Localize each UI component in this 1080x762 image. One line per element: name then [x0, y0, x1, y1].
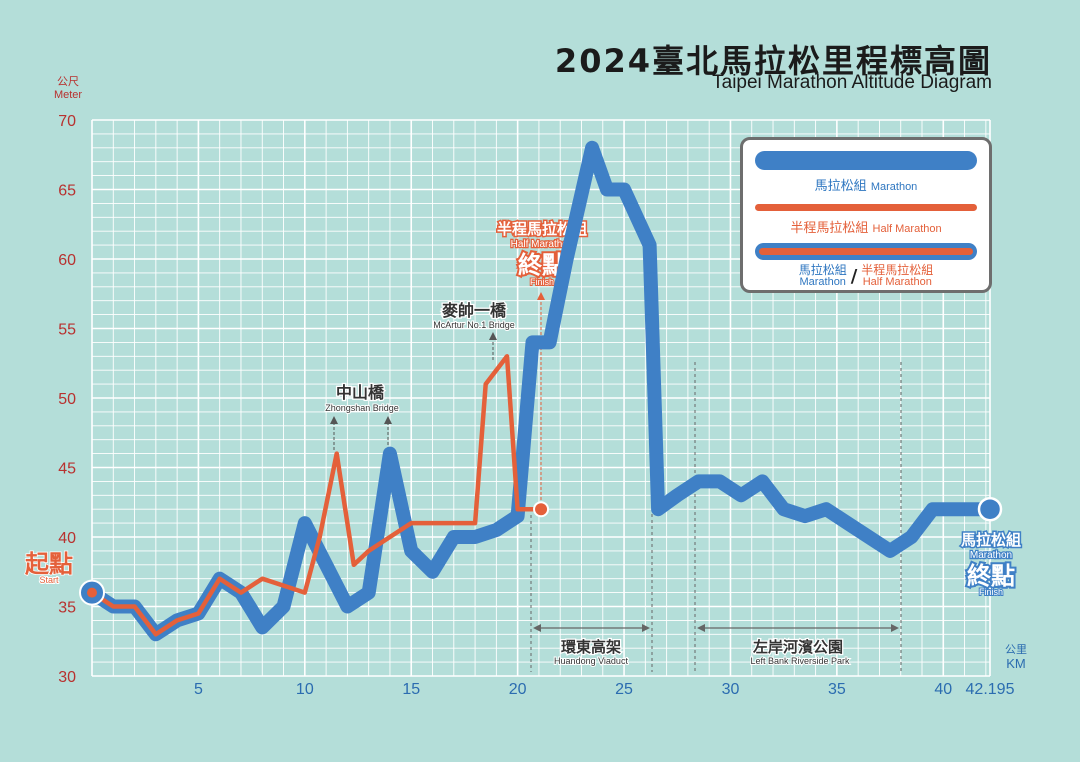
half-marathon-line [89, 354, 544, 637]
axis-ticks: 30 35 40 45 50 55 60 65 70 5 10 15 20 25 30 35 40 42.195 [58, 113, 1014, 698]
huandong-label-en: Huandong Viaduct [554, 656, 628, 666]
y-tick-label: 65 [58, 183, 76, 200]
legend-marathon-label: 馬拉松組 Marathon [743, 175, 989, 194]
y-tick-label: 60 [58, 252, 76, 269]
legend-shared-swatch [755, 243, 977, 260]
full-finish-group-en: Marathon [970, 550, 1012, 561]
zhongshan-label-zh: 中山橋 [336, 383, 385, 402]
legend-marathon-en: Marathon [870, 181, 918, 193]
legend-shared-inner [759, 248, 973, 255]
huandong-arrow-right [642, 624, 650, 632]
legend-shared-half: 半程馬拉松組 Half Marathon [861, 264, 933, 288]
y-tick-label: 35 [58, 600, 76, 617]
full-finish-group-zh: 馬拉松組 [961, 531, 1021, 549]
marathon-line [85, 140, 997, 642]
zhongshan-arrow-1 [330, 416, 338, 424]
zhongshan-arrow-2 [384, 416, 392, 424]
half-finish-marker [533, 501, 550, 518]
legend-half-swatch [755, 204, 977, 211]
maishuai-label-en: McArtur No.1 Bridge [433, 320, 515, 330]
half-finish-group-en: Half Marathon [511, 239, 574, 250]
legend: 馬拉松組 Marathon 半程馬拉松組 Half Marathon 馬拉松組 … [740, 137, 992, 293]
x-tick-label: 42.195 [966, 681, 1015, 698]
huandong-arrow-left [533, 624, 541, 632]
x-axis-unit-en: KM [1006, 656, 1026, 671]
maishuai-arrow [489, 332, 497, 340]
legend-shared-separator: / [850, 265, 858, 287]
half-finish-arrow [537, 292, 545, 300]
x-tick-label: 5 [194, 681, 203, 698]
y-axis-unit: 公尺 Meter [48, 76, 88, 102]
legend-shared-marathon-en: Marathon [799, 276, 846, 288]
legend-half-zh: 半程馬拉松組 [790, 221, 869, 236]
maishuai-label-zh: 麥帥一橋 [441, 301, 507, 320]
annotations: 起點 Start 中山橋 Zhongshan Bridge 麥帥一橋 McArt… [23, 219, 1023, 672]
start-marker-inner [87, 587, 97, 598]
x-axis-unit-zh: 公里 [1005, 644, 1027, 656]
x-axis-unit: 公里 KM [996, 644, 1036, 670]
legend-shared-marathon: 馬拉松組 Marathon [799, 264, 847, 288]
zhongshan-label-en: Zhongshan Bridge [325, 403, 399, 413]
legend-half-label: 半程馬拉松組 Half Marathon [743, 217, 989, 236]
x-tick-label: 35 [828, 681, 846, 698]
x-tick-label: 30 [722, 681, 740, 698]
y-tick-label: 50 [58, 391, 76, 408]
legend-half-en: Half Marathon [872, 223, 942, 235]
y-tick-label: 30 [58, 669, 76, 686]
y-tick-label: 45 [58, 461, 76, 478]
legend-marathon-zh: 馬拉松組 [814, 179, 867, 194]
x-tick-label: 20 [509, 681, 527, 698]
riverside-arrow-right [891, 624, 899, 632]
y-axis-unit-en: Meter [53, 89, 83, 101]
legend-shared-marathon-zh: 馬拉松組 [798, 263, 847, 277]
full-finish-zh: 終點 [967, 562, 1015, 590]
legend-shared-half-en: Half Marathon [862, 276, 932, 288]
x-tick-label: 15 [402, 681, 420, 698]
legend-marathon-swatch [755, 151, 977, 170]
chart-subtitle: Taipei Marathon Altitude Diagram [712, 72, 992, 93]
y-tick-label: 40 [58, 530, 76, 547]
y-tick-label: 55 [58, 322, 76, 339]
riverside-label-zh: 左岸河濱公園 [752, 638, 843, 656]
riverside-label-en: Left Bank Riverside Park [750, 656, 850, 666]
legend-shared-label: 馬拉松組 Marathon / 半程馬拉松組 Half Marathon [743, 264, 989, 288]
full-finish-marker [977, 496, 1003, 522]
y-axis-unit-zh: 公尺 [57, 76, 79, 88]
huandong-label-zh: 環東高架 [561, 638, 621, 656]
half-finish-en: Finish [530, 277, 554, 287]
start-label-zh: 起點 [24, 550, 73, 578]
chart-title: 2024臺北馬拉松里程標高圖 [554, 42, 992, 80]
start-label-en: Start [39, 575, 59, 585]
riverside-arrow-left [697, 624, 705, 632]
y-tick-label: 70 [58, 113, 76, 130]
x-tick-label: 10 [296, 681, 314, 698]
legend-shared-half-zh: 半程馬拉松組 [861, 263, 934, 277]
full-finish-en: Finish [979, 587, 1003, 597]
series-layer [79, 140, 1003, 642]
grid [91, 119, 991, 677]
x-tick-label: 25 [615, 681, 633, 698]
x-tick-label: 40 [934, 681, 952, 698]
